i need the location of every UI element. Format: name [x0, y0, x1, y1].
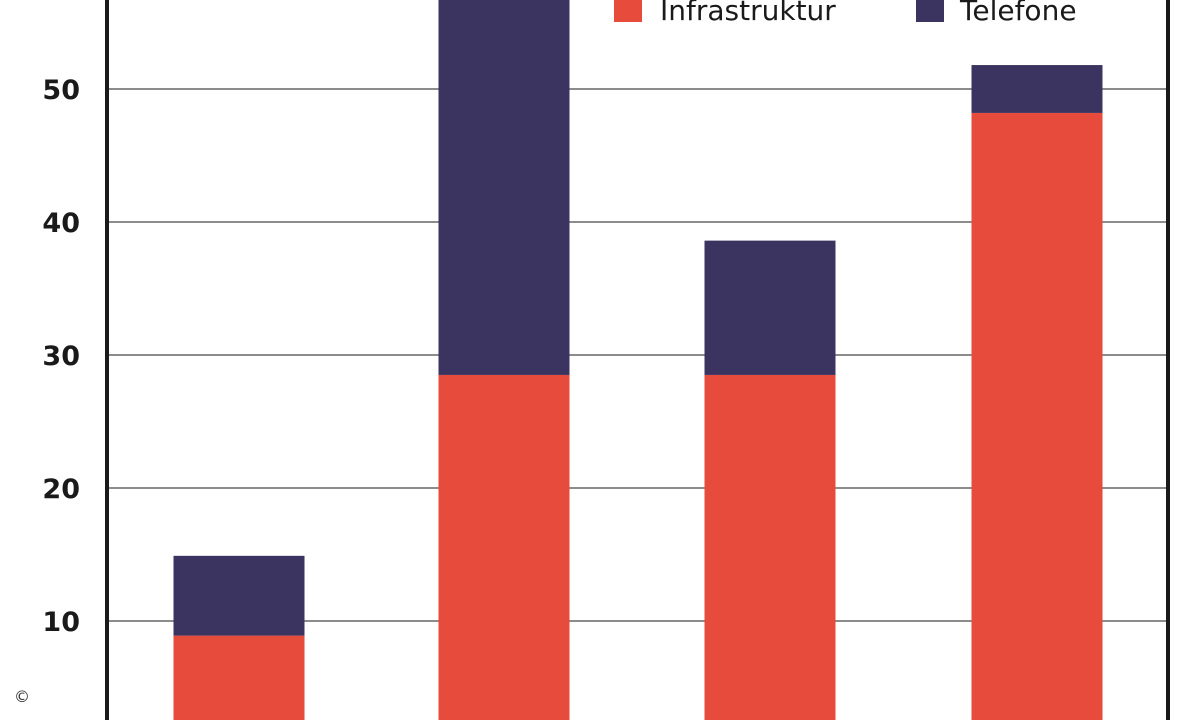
y-tick-label-30: 30 — [42, 341, 80, 372]
legend-swatch-infrastruktur — [614, 0, 642, 22]
bars — [173, 0, 1103, 720]
legend-label-infrastruktur: Infrastruktur — [660, 0, 836, 27]
bar-2-infrastruktur — [438, 374, 570, 720]
axes — [105, 0, 1170, 720]
y-tick-label-40: 40 — [42, 208, 80, 239]
y-tick-labels: 10 20 30 40 50 — [42, 75, 80, 638]
y-tick-label-10: 10 — [42, 607, 80, 638]
y-tick-label-20: 20 — [42, 474, 80, 505]
bar-3-infrastruktur — [704, 374, 836, 720]
bar-1-infrastruktur — [173, 635, 305, 720]
legend-swatch-telefone — [916, 0, 944, 22]
legend: Infrastruktur Telefone — [614, 0, 1077, 27]
bar-2-telefone — [438, 0, 570, 375]
bar-3-telefone — [704, 240, 836, 375]
copyright-icon: © — [10, 685, 34, 709]
legend-label-telefone: Telefone — [959, 0, 1077, 27]
bar-4-telefone — [971, 65, 1103, 113]
bar-1-telefone — [173, 555, 305, 636]
y-tick-label-50: 50 — [42, 75, 80, 106]
bar-4-infrastruktur — [971, 112, 1103, 720]
